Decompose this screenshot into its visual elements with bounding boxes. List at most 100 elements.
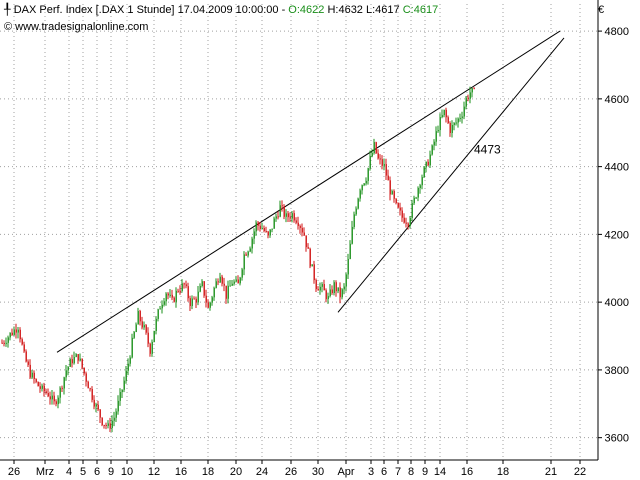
candle-body xyxy=(47,392,49,397)
candle-body xyxy=(419,185,421,188)
candle-body xyxy=(45,391,47,393)
candle-body xyxy=(187,286,189,299)
candle-body xyxy=(51,395,53,400)
candle-body xyxy=(133,331,135,338)
candle-body xyxy=(107,423,109,426)
candle-body xyxy=(457,118,459,123)
candle-body xyxy=(257,222,259,226)
candle-body xyxy=(127,363,129,371)
candle-body xyxy=(397,203,399,208)
candle-body xyxy=(143,325,145,328)
candle-body xyxy=(361,185,363,191)
x-tick-label: 30 xyxy=(312,466,324,478)
candle-body xyxy=(289,217,291,219)
candle-body xyxy=(145,325,147,333)
candle-body xyxy=(369,156,371,169)
candle-body xyxy=(9,332,11,338)
candle-body xyxy=(189,298,191,306)
candle-body xyxy=(245,254,247,256)
candle-body xyxy=(141,321,143,328)
candle-body xyxy=(91,388,93,400)
candle-body xyxy=(249,248,251,252)
candle-body xyxy=(423,167,425,178)
candle-body xyxy=(69,359,71,367)
candle-body xyxy=(65,370,67,378)
candle-body xyxy=(267,231,269,236)
candle-body xyxy=(77,354,79,361)
candle-body xyxy=(375,142,377,154)
candle-body xyxy=(307,247,309,249)
candle-body xyxy=(213,287,215,298)
x-tick-label: 10 xyxy=(121,466,133,478)
candle-body xyxy=(345,274,347,287)
candle-body xyxy=(157,309,159,319)
candle-body xyxy=(225,285,227,299)
candle-body xyxy=(61,387,63,389)
candle-body xyxy=(341,289,343,298)
candle-body xyxy=(411,203,413,218)
candle-body xyxy=(357,198,359,209)
x-tick-label: Apr xyxy=(337,466,354,478)
candle-body xyxy=(395,198,397,204)
candle-body xyxy=(453,122,455,125)
candle-body xyxy=(149,343,151,354)
x-tick-label: 14 xyxy=(434,466,446,478)
trendline xyxy=(337,37,565,313)
x-tick-label: 9 xyxy=(422,466,428,478)
candle-body xyxy=(255,222,257,232)
candle-body xyxy=(365,180,367,184)
candle-body xyxy=(363,183,365,186)
candle-body xyxy=(331,289,333,294)
candle-body xyxy=(59,387,61,398)
candle-body xyxy=(99,409,101,418)
candle-body xyxy=(295,220,297,223)
candle-body xyxy=(429,154,431,166)
x-tick-label: 18 xyxy=(202,466,214,478)
candle-body xyxy=(185,284,187,287)
candle-body xyxy=(273,218,275,229)
candle-body xyxy=(79,358,81,361)
candle-body xyxy=(377,153,379,159)
x-tick-label: 18 xyxy=(497,466,509,478)
annotations: 4473 xyxy=(474,143,501,157)
candle-body xyxy=(217,281,219,283)
candle-body xyxy=(383,164,385,166)
candle-body xyxy=(55,401,57,405)
candle-body xyxy=(347,258,349,275)
candle-body xyxy=(401,210,403,218)
y-tick-label: 4000 xyxy=(605,297,629,309)
trendline xyxy=(56,30,561,353)
candle-body xyxy=(301,227,303,233)
candle-body xyxy=(67,366,69,371)
candle-body xyxy=(281,205,283,207)
candle-body xyxy=(447,117,449,124)
candle-body xyxy=(207,302,209,308)
candle-body xyxy=(431,145,433,155)
candle-body xyxy=(309,248,311,267)
candle-body xyxy=(305,235,307,248)
candle-body xyxy=(351,226,353,244)
candle-body xyxy=(105,424,107,426)
candle-body xyxy=(191,298,193,306)
candle-body xyxy=(407,223,409,226)
candle-body xyxy=(299,225,301,228)
candle-body xyxy=(223,283,225,286)
candle-body xyxy=(153,330,155,342)
candle-body xyxy=(161,304,163,309)
candle-body xyxy=(391,191,393,195)
candle-body xyxy=(373,142,375,154)
candle-body xyxy=(49,396,51,400)
candle-body xyxy=(63,377,65,389)
candle-body xyxy=(381,159,383,166)
candle-body xyxy=(197,291,199,303)
candle-body xyxy=(135,324,137,332)
candle-body xyxy=(277,216,279,218)
candle-body xyxy=(283,205,285,217)
candle-body xyxy=(327,296,329,300)
copyright-icon: © xyxy=(4,21,13,33)
candle-body xyxy=(109,423,111,428)
candle-body xyxy=(85,373,87,382)
candle-body xyxy=(25,351,27,362)
candle-body xyxy=(465,97,467,107)
candle-body xyxy=(355,208,357,215)
